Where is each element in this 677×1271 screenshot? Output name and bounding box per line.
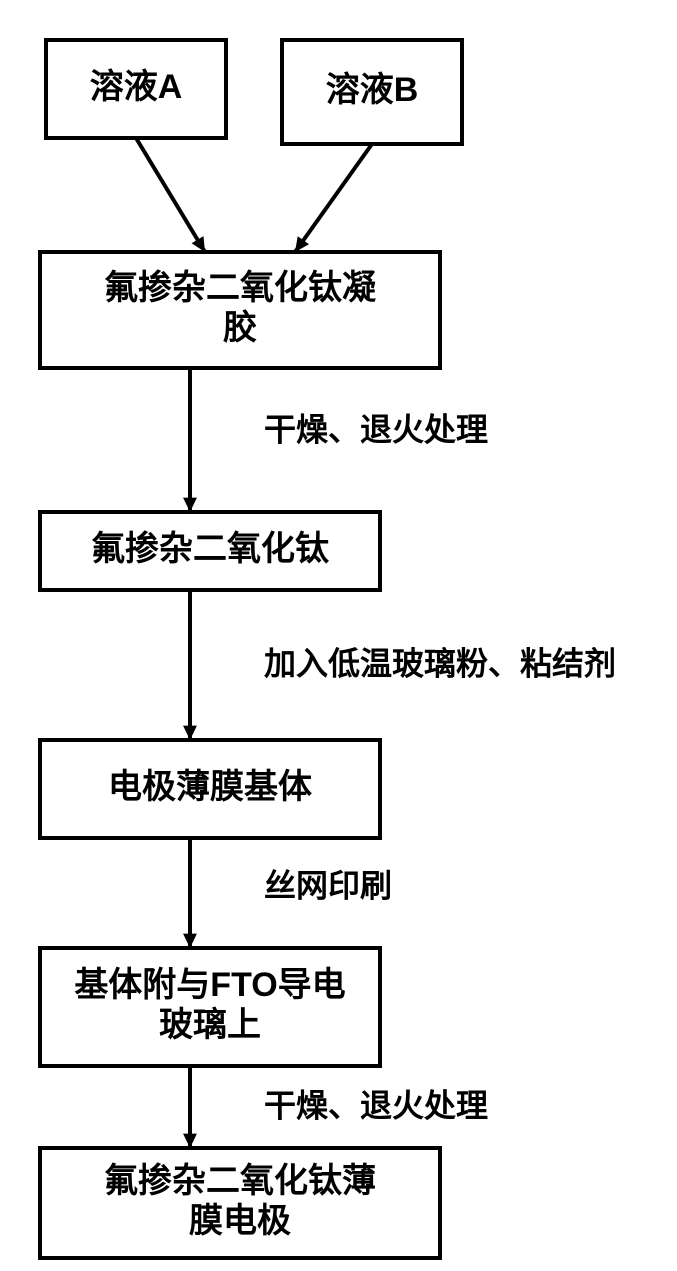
edge-label: 干燥、退火处理 bbox=[264, 1087, 488, 1123]
node-fto: 基体附与FTO导电玻璃上 bbox=[40, 948, 380, 1066]
node-thinfilm: 电极薄膜基体 bbox=[40, 740, 380, 838]
edge-label: 干燥、退火处理 bbox=[264, 411, 488, 447]
node-final: 氟掺杂二氧化钛薄膜电极 bbox=[40, 1148, 440, 1258]
node-label: 电极薄膜基体 bbox=[108, 768, 312, 806]
edge-label: 加入低温玻璃粉、粘结剂 bbox=[264, 645, 616, 681]
node-solB: 溶液B bbox=[282, 40, 462, 144]
node-ntio2: 氟掺杂二氧化钛 bbox=[40, 512, 380, 590]
node-label: 玻璃上 bbox=[159, 1006, 261, 1044]
edge-label: 丝网印刷 bbox=[264, 867, 392, 903]
node-solA: 溶液A bbox=[46, 40, 226, 138]
node-label: 氟掺杂二氧化钛凝 bbox=[104, 268, 376, 307]
node-gel: 氟掺杂二氧化钛凝胶 bbox=[40, 252, 440, 368]
node-label: 氟掺杂二氧化钛薄 bbox=[104, 1161, 376, 1200]
node-label: 溶液B bbox=[326, 71, 419, 109]
node-label: 胶 bbox=[223, 309, 257, 347]
flowchart: 干燥、退火处理加入低温玻璃粉、粘结剂丝网印刷干燥、退火处理溶液A溶液B氟掺杂二氧… bbox=[0, 0, 677, 1271]
node-label: 溶液A bbox=[90, 68, 183, 106]
node-label: 膜电极 bbox=[189, 1202, 291, 1240]
node-label: 基体附与FTO导电 bbox=[74, 966, 345, 1004]
node-label: 氟掺杂二氧化钛 bbox=[91, 529, 330, 568]
